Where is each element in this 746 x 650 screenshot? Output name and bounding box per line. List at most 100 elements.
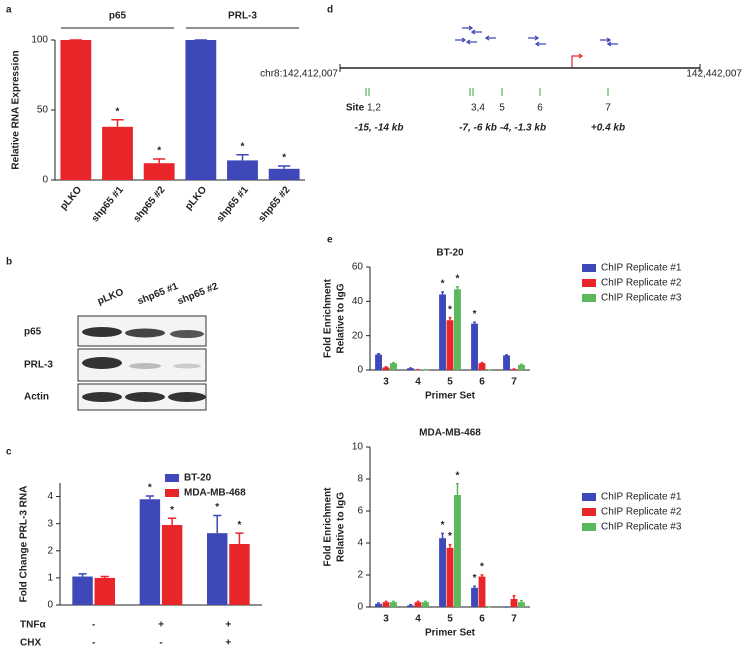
error-bar: [520, 363, 523, 366]
y-axis-label: Fold Enrichment: [323, 278, 334, 358]
y-axis-label: Relative to IgG: [336, 492, 347, 562]
error-bar: [236, 154, 249, 161]
error-bar: [235, 532, 244, 544]
error-bar: [456, 483, 459, 495]
bar: [503, 355, 510, 370]
error-bar: [448, 316, 452, 321]
error-bar: [456, 285, 459, 290]
x-tick-label: 3: [383, 377, 389, 388]
tss-arrow: [571, 53, 584, 68]
x-tick-label: 7: [511, 377, 517, 388]
band: [82, 327, 122, 337]
bar: [139, 499, 161, 605]
error-bar: [392, 600, 395, 603]
panel-letter: b: [6, 257, 12, 268]
legend-swatch: [582, 279, 596, 287]
legend-swatch: [165, 489, 179, 497]
error-bar: [441, 532, 444, 539]
x-tick-label: shp65 #1: [90, 184, 126, 224]
legend-label: ChIP Replicate #1: [601, 492, 682, 503]
bar: [375, 603, 382, 607]
bar: [207, 533, 228, 605]
error-bar: [409, 603, 412, 606]
legend-swatch: [582, 508, 596, 516]
error-bar: [153, 158, 166, 164]
x-tick-label: shp65 #2: [132, 184, 168, 224]
bar: [518, 602, 525, 607]
treatment-level: +: [225, 620, 231, 631]
error-bar: [480, 574, 484, 577]
chart-title: MDA-MB-468: [419, 428, 481, 439]
y-tick-label: 10: [352, 442, 364, 453]
bar: [229, 544, 250, 605]
bar: [375, 354, 382, 370]
bar: [60, 40, 92, 180]
significance-star: *: [456, 273, 460, 284]
error-bar: [78, 573, 87, 577]
bar: [414, 602, 422, 607]
error-bar: [377, 352, 380, 355]
y-tick-label: 4: [47, 491, 53, 502]
error-bar: [100, 575, 109, 578]
error-bar: [278, 165, 291, 169]
band: [82, 392, 122, 402]
x-tick-label: 4: [415, 614, 421, 625]
y-tick-label: 0: [47, 600, 53, 611]
y-tick-label: 40: [352, 296, 364, 307]
significance-star: *: [170, 505, 174, 516]
y-tick-label: 8: [357, 474, 363, 485]
bar: [454, 495, 461, 607]
y-axis-label: Fold Enrichment: [323, 487, 334, 567]
error-bar: [168, 517, 177, 526]
y-tick-label: 1: [47, 573, 53, 584]
site-label: 7: [605, 103, 611, 114]
y-tick-label: 0: [357, 365, 363, 376]
bar: [471, 323, 478, 370]
x-tick-label: 7: [511, 614, 517, 625]
error-bar: [384, 600, 388, 603]
y-tick-label: 60: [352, 262, 364, 273]
significance-star: *: [441, 520, 445, 531]
site-label: 5: [499, 103, 505, 114]
bar: [161, 525, 183, 605]
bar: [102, 126, 133, 180]
x-tick-label: shp65 #2: [257, 184, 293, 224]
legend-label: ChIP Replicate #2: [601, 507, 682, 518]
legend-label: ChIP Replicate #2: [601, 278, 682, 289]
distance-label: -15, -14 kb: [355, 123, 404, 134]
significance-star: *: [215, 502, 219, 513]
bar: [94, 577, 115, 605]
treatment-level: -: [92, 620, 95, 631]
y-tick-label: 2: [47, 545, 53, 556]
error-bar: [416, 600, 420, 603]
error-bar: [441, 291, 444, 295]
y-tick-label: 100: [31, 35, 48, 46]
x-tick-label: pLKO: [183, 184, 209, 212]
x-tick-label: shp65 #1: [215, 184, 251, 224]
band: [82, 357, 122, 369]
band: [170, 330, 204, 338]
panel-letter: e: [327, 235, 333, 246]
error-bar: [145, 495, 154, 500]
error-bar: [473, 585, 476, 588]
site-title: Site: [346, 103, 365, 114]
lane-label: shp65 #1: [136, 281, 180, 307]
significance-star: *: [448, 531, 452, 542]
bar: [143, 163, 175, 180]
distance-label: -7, -6 kb: [459, 123, 497, 134]
legend-swatch: [582, 523, 596, 531]
error-bar: [424, 600, 427, 603]
significance-star: *: [456, 470, 460, 481]
legend-swatch: [165, 474, 179, 482]
treatment-level: +: [225, 638, 231, 649]
error-bar: [473, 321, 476, 324]
bar: [422, 602, 429, 607]
y-axis-label: Fold Change PRL-3 RNA: [19, 486, 30, 603]
coordinate-label: chr8:142,412,007: [260, 69, 338, 80]
primer-arrows: [455, 25, 618, 47]
legend-label: ChIP Replicate #3: [601, 293, 682, 304]
treatment-level: -: [159, 638, 162, 649]
x-tick-label: pLKO: [58, 184, 84, 212]
treatment-label: CHX: [20, 638, 41, 649]
